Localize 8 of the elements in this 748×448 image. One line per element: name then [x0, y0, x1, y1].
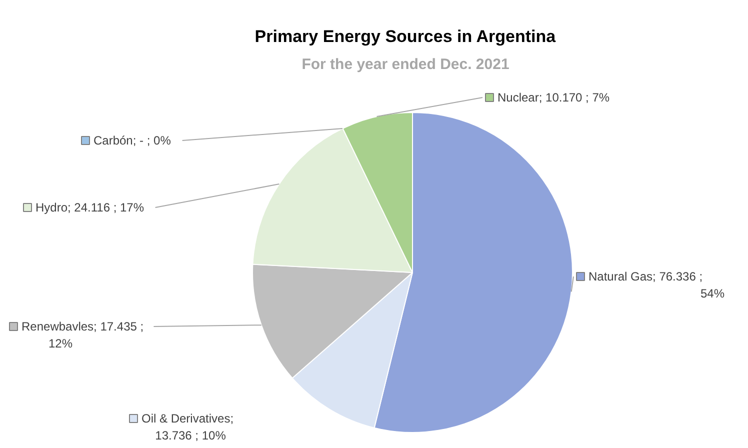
- legend-label: Natural Gas; 76.336 ; 54%: [588, 270, 725, 300]
- chart-title: Primary Energy Sources in Argentina: [254, 27, 556, 46]
- legend-label: Oil & Derivatives; 13.736 ; 10%: [142, 412, 234, 442]
- legend-label: Carbón; - ; 0%: [94, 134, 172, 148]
- legend-label: Renewbavles; 17.435 ; 12%: [22, 320, 144, 350]
- chart-subtitle: For the year ended Dec. 2021: [302, 56, 510, 73]
- legend-label: Hydro; 24.116 ; 17%: [36, 200, 144, 214]
- legend-label: Nuclear; 10.170 ; 7%: [498, 90, 610, 104]
